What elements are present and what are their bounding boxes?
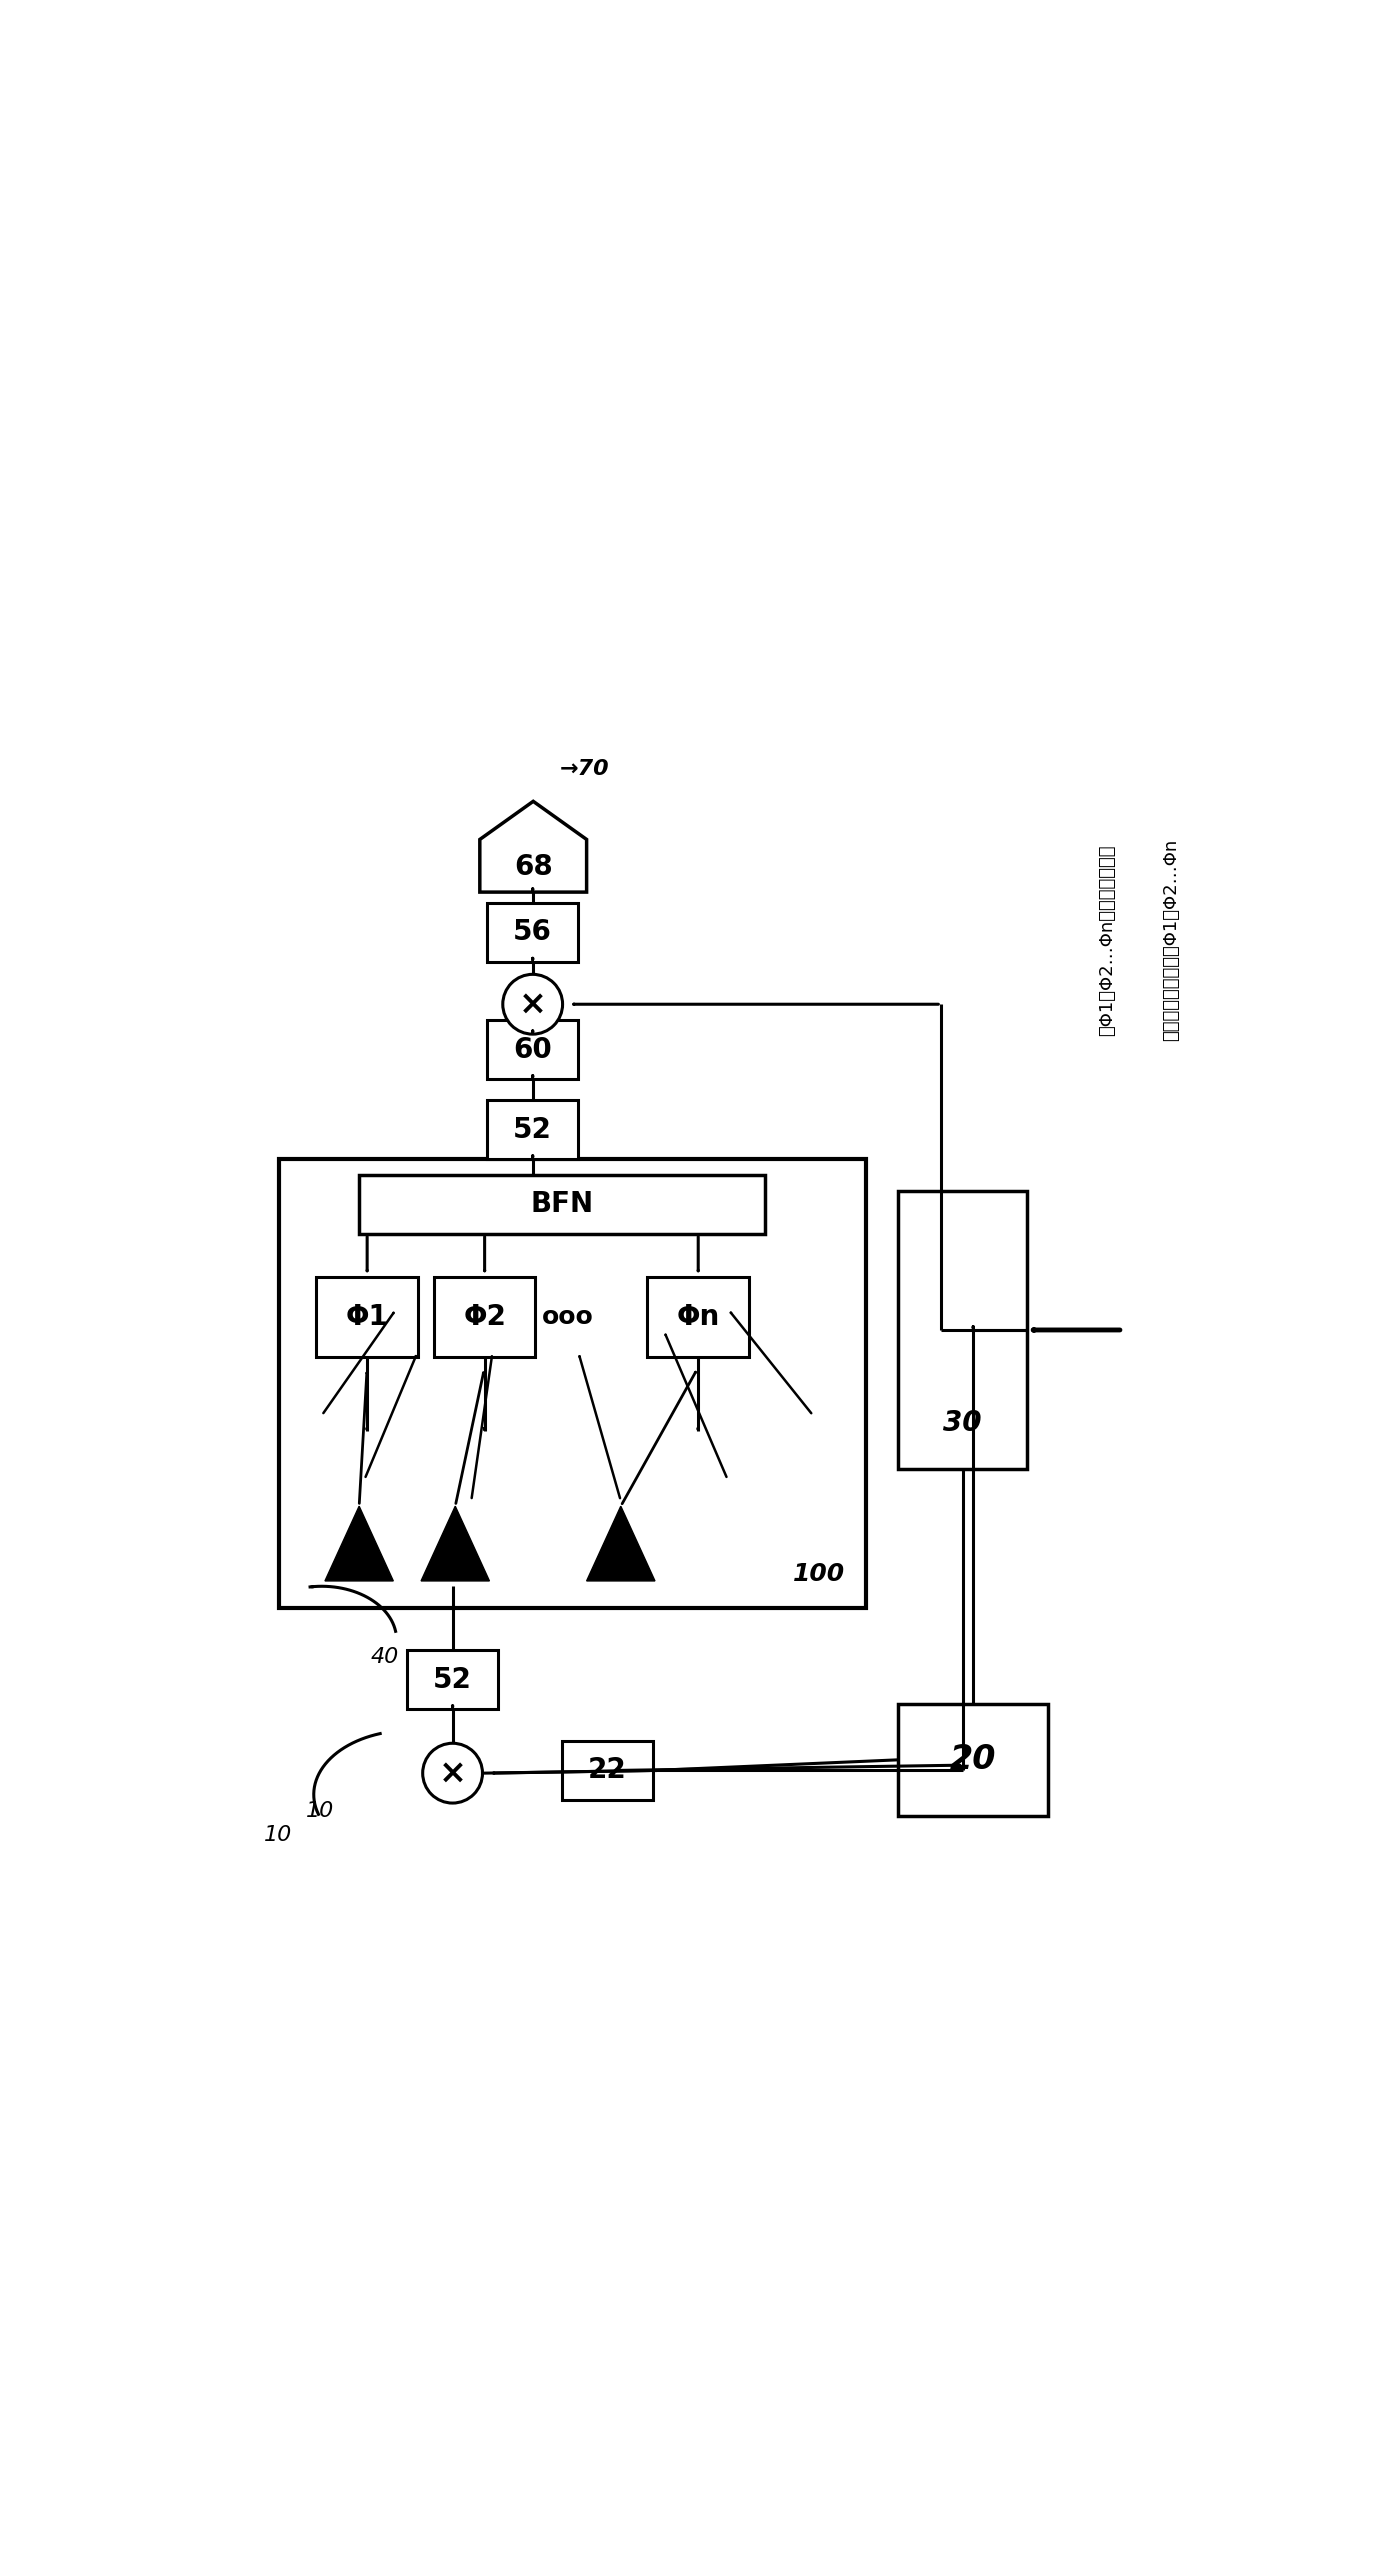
Text: 56: 56 <box>513 918 553 946</box>
Bar <box>360 1175 765 1234</box>
Text: 10: 10 <box>263 1825 292 1845</box>
Text: 10: 10 <box>306 1800 333 1820</box>
Text: 22: 22 <box>588 1756 627 1784</box>
Bar <box>488 902 579 961</box>
Text: BFN: BFN <box>531 1190 594 1218</box>
Circle shape <box>423 1744 482 1802</box>
Text: →70: →70 <box>559 760 609 780</box>
Text: ×: × <box>438 1756 467 1789</box>
Bar <box>488 1101 579 1160</box>
Text: 68: 68 <box>514 854 553 882</box>
Polygon shape <box>587 1506 655 1580</box>
Bar <box>898 1703 1049 1815</box>
Polygon shape <box>480 800 587 892</box>
Text: 40: 40 <box>371 1647 400 1667</box>
Text: 20: 20 <box>949 1744 996 1777</box>
Circle shape <box>503 974 562 1035</box>
Text: 为Φ1，Φ2…Φn设置所需的延迟: 为Φ1，Φ2…Φn设置所需的延迟 <box>1098 844 1116 1035</box>
Text: 60: 60 <box>514 1035 553 1063</box>
Bar <box>317 1277 418 1356</box>
Bar <box>408 1649 497 1708</box>
Bar <box>898 1190 1027 1468</box>
Text: 52: 52 <box>513 1116 553 1145</box>
Text: 为最大数字输出调整Φ1，Φ2…Φn: 为最大数字输出调整Φ1，Φ2…Φn <box>1162 839 1180 1043</box>
Polygon shape <box>325 1506 393 1580</box>
Text: Φn: Φn <box>677 1303 719 1331</box>
Bar <box>434 1277 536 1356</box>
Bar <box>278 1160 867 1608</box>
Text: 52: 52 <box>433 1664 473 1693</box>
Text: ×: × <box>518 989 547 1020</box>
Text: 100: 100 <box>792 1563 845 1585</box>
Bar <box>488 1020 579 1078</box>
Text: ooo: ooo <box>542 1305 594 1328</box>
Bar <box>648 1277 750 1356</box>
Bar <box>562 1741 653 1800</box>
Text: Φ2: Φ2 <box>463 1303 506 1331</box>
Text: Φ1: Φ1 <box>346 1303 389 1331</box>
Polygon shape <box>422 1506 489 1580</box>
Text: 30: 30 <box>944 1410 981 1438</box>
